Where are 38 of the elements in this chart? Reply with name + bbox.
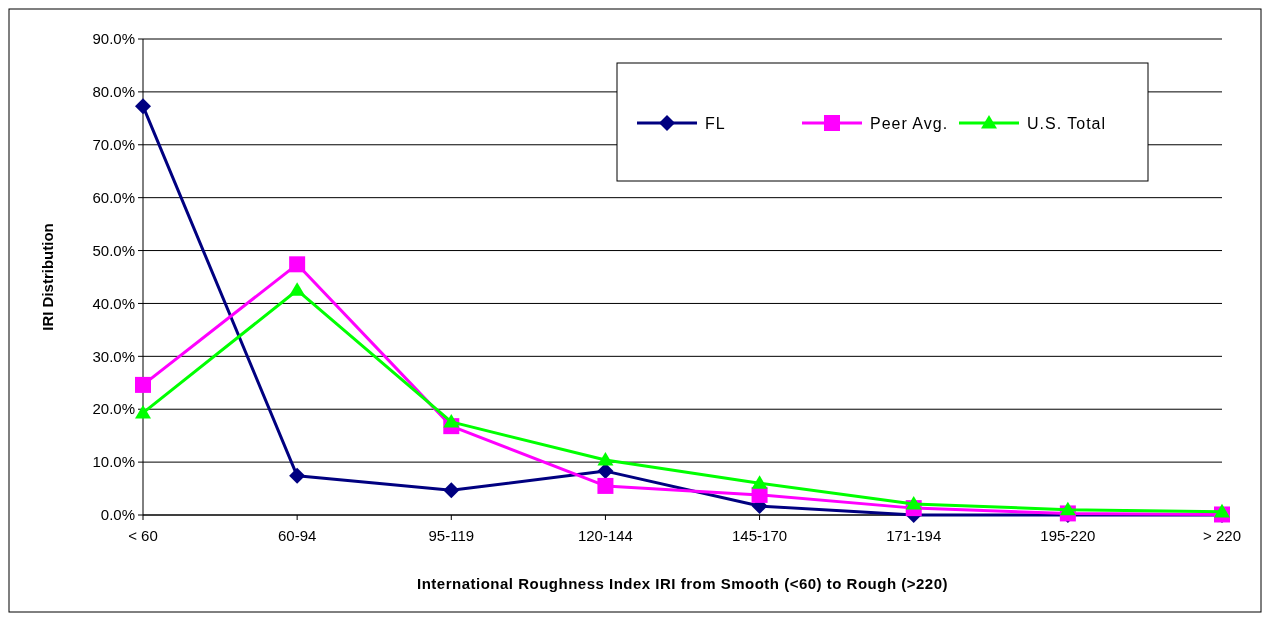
y-tick-label: 70.0% — [92, 136, 135, 154]
point — [135, 376, 151, 393]
point — [443, 482, 460, 499]
y-tick-label: 30.0% — [92, 347, 135, 365]
point — [597, 477, 614, 494]
point — [597, 452, 614, 466]
x-tick-label: 195-220 — [1040, 527, 1096, 544]
y-tick-label: 80.0% — [92, 83, 135, 101]
y-axis-title: IRI Distribution — [39, 223, 56, 331]
x-tick-label: 95-119 — [428, 527, 475, 544]
point — [443, 413, 460, 428]
y-tick-label: 20.0% — [92, 400, 135, 418]
y-tick-label: 50.0% — [92, 241, 135, 259]
point — [751, 475, 768, 489]
point — [1214, 503, 1230, 518]
y-tick-label: 40.0% — [92, 294, 135, 312]
y-tick-label: 60.0% — [92, 188, 135, 206]
x-tick-label: 171-194 — [886, 527, 942, 544]
point — [135, 98, 151, 115]
point — [289, 282, 306, 296]
x-axis-title: International Roughness Index IRI from Smooth (<60) to Rough (>220) — [416, 575, 949, 592]
x-tick-label: 120-144 — [577, 527, 633, 544]
point — [1059, 501, 1076, 516]
point — [289, 256, 306, 273]
y-tick-label: 90.0% — [92, 30, 135, 48]
point — [289, 467, 306, 484]
x-tick-label: 60-94 — [277, 527, 317, 544]
x-tick-label: 145-170 — [732, 527, 788, 544]
point — [905, 495, 922, 510]
legend-label: FL — [705, 114, 726, 132]
x-tick-label: < 60 — [128, 527, 158, 544]
x-tick-label: > 220 — [1203, 527, 1241, 544]
y-tick-label: 0.0% — [100, 506, 135, 524]
y-tick-label: 10.0% — [92, 453, 135, 471]
legend-label: Peer Avg. — [870, 114, 949, 132]
point — [597, 463, 614, 480]
legend-label: U.S. Total — [1027, 114, 1107, 132]
point — [135, 404, 151, 419]
